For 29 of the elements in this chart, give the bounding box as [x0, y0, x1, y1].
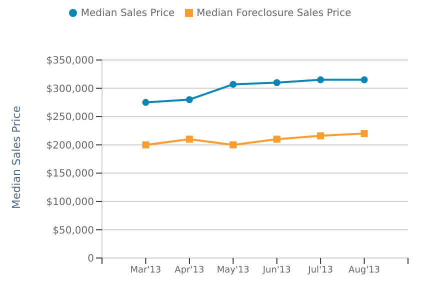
point: [273, 79, 280, 86]
legend-label: Median Foreclosure Sales Price: [196, 8, 352, 19]
point: [230, 141, 237, 148]
point: [360, 130, 368, 138]
y-tick-label: $250,000: [46, 112, 94, 124]
y-tick-label: $50,000: [52, 225, 94, 236]
point: [142, 141, 150, 148]
point: [317, 132, 324, 140]
legend-label: Median Sales Price: [80, 8, 175, 19]
x-tick-label: Mar'13: [130, 265, 162, 276]
x-tick-label: Jun'13: [262, 265, 291, 276]
y-tick-label: $150,000: [46, 168, 94, 180]
point: [186, 96, 193, 104]
x-tick-label: Jul'13: [307, 265, 333, 276]
y-tick-label: 0: [88, 254, 94, 265]
point: [360, 76, 368, 84]
point: [273, 136, 280, 143]
point: [142, 98, 150, 106]
y-axis-title: Median Sales Price: [10, 106, 23, 209]
y-tick-label: $200,000: [46, 140, 94, 152]
y-tick-label: $100,000: [46, 196, 94, 208]
x-tick-label: Aug'13: [348, 265, 380, 276]
point: [186, 136, 193, 143]
x-tick-label: May'13: [216, 265, 250, 276]
y-tick-label: $300,000: [46, 84, 94, 95]
point: [317, 76, 324, 84]
point: [230, 80, 237, 88]
x-tick-label: Apr'13: [174, 265, 204, 276]
y-tick-label: $350,000: [46, 56, 94, 67]
